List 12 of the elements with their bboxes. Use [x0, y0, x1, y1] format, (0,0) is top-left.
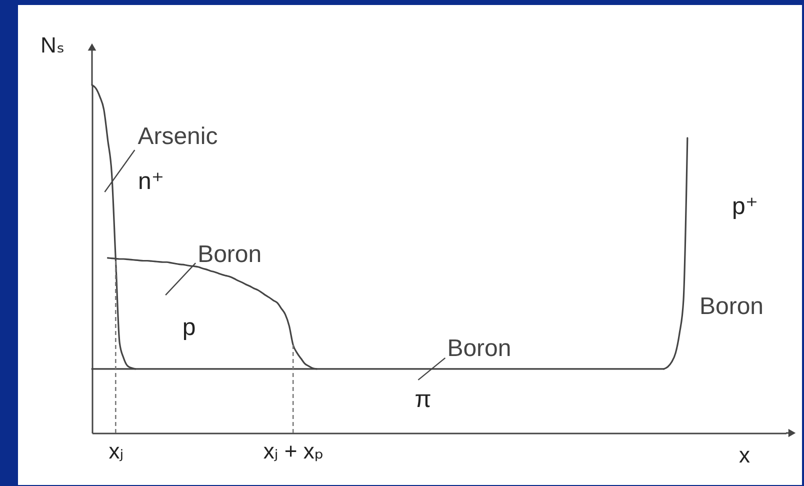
- series-label: Arsenic: [138, 123, 218, 150]
- series-label: Boron: [198, 241, 262, 268]
- annotation: n⁺: [138, 168, 164, 195]
- y-axis-title: Nₛ: [40, 32, 65, 58]
- annotation: π: [414, 386, 432, 413]
- series-label: Boron: [699, 293, 764, 320]
- series-label: Boron: [447, 334, 512, 362]
- x-tick-label: xⱼ: [108, 438, 124, 464]
- annotation: p: [182, 314, 196, 341]
- x-tick-label: xⱼ + xₚ: [263, 438, 324, 464]
- annotation: p⁺: [732, 193, 758, 220]
- x-axis-title: x: [739, 442, 750, 468]
